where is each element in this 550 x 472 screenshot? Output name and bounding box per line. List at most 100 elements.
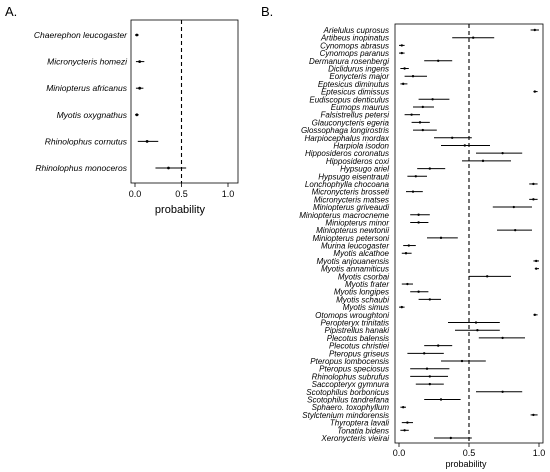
panel-b-species-label: Micronycteris matses (314, 195, 389, 204)
panel-b-species-label: Pipistrellus hanaki (325, 326, 390, 335)
panel-b-species-label: Hipposideros coxi (326, 157, 389, 166)
panel-b-species-label: Stylctenium mindorensis (302, 411, 389, 420)
panel-b-estimate-point (406, 282, 409, 286)
panel-b-species-label: Scotophilus borbonicus (306, 388, 389, 397)
panel-b-estimate-point (403, 429, 406, 432)
panel-b-species-label: Myotis longipes (334, 288, 389, 297)
panel-b-estimate-point (403, 67, 406, 70)
panel-b-estimate-point (410, 113, 413, 116)
panel-b-estimate-point (535, 267, 538, 270)
panel-b-estimate-point (481, 159, 485, 163)
panel-b-estimate-point (417, 221, 420, 224)
panel-b-estimate-point (425, 367, 429, 370)
panel-b-estimate-point (428, 298, 431, 301)
panel-b-species-label: Otomops wroughtoni (315, 311, 389, 320)
panel-b-species-label: Miniopterus newtonii (316, 226, 389, 235)
panel-b-species-label: Eptesicus dimissus (321, 88, 389, 97)
panel-b-species-label: Eudiscopus denticulus (309, 95, 389, 104)
panel-b-species-label: Tonatia bidens (337, 426, 389, 435)
panel-b-estimate-point (411, 74, 415, 78)
panel-b-species-label: Arielulus cuprosus (323, 26, 389, 35)
panel-b-species-label: Hipposideros coronatus (305, 149, 389, 158)
panel-b-species-label: Cynomops paranus (320, 49, 389, 58)
panel-b-estimate-point (501, 390, 504, 394)
panel-b-species-label: Glossophaga longirostris (301, 126, 389, 135)
panel-b-species-label: Myotis annamiticus (321, 265, 389, 274)
panel-b-species-label: Pteropus lombocensis (310, 357, 389, 366)
panel-b-estimate-point (463, 144, 466, 147)
panel-b-estimate-point (421, 105, 424, 109)
panel-b-estimate-point (533, 28, 536, 32)
panel-b-estimate-point (400, 51, 403, 55)
panel-b-species-label: Dermanura rosenbergi (309, 57, 389, 66)
panel-a-species-label: Micronycteris homezi (47, 57, 128, 67)
panel-b-estimate-point (501, 151, 504, 155)
panel-b-estimate-point (428, 167, 431, 170)
panel-b-estimate-point (535, 259, 538, 263)
panel-b-estimate-point (407, 244, 410, 247)
panel-a-estimate-point (138, 60, 142, 63)
panel-b-estimate-point (421, 128, 424, 132)
panel-b-estimate-point (501, 336, 504, 340)
panel-b-x-tick-label: 0.5 (463, 448, 476, 458)
panel-b-estimate-point (402, 406, 405, 409)
panel-b-estimate-point (439, 236, 443, 240)
panel-b-estimate-point (512, 205, 515, 209)
panel-b-species-label: Myotis csorbai (338, 272, 389, 281)
panel-a-species-label: Chaerephon leucogaster (34, 30, 128, 40)
panel-a-estimate-point (135, 33, 139, 37)
panel-b-estimate-point (428, 382, 431, 386)
panel-a-x-tick-label: 0.5 (175, 189, 188, 199)
panel-b-plot-frame (394, 23, 544, 444)
panel-b-species-label: Eonycteris major (329, 72, 389, 81)
panel-b-estimate-point (411, 190, 415, 193)
panel-b-label: B. (261, 4, 273, 19)
panel-b-estimate-point (418, 121, 422, 124)
panel-b-estimate-point (437, 59, 440, 62)
panel-b-species-label: Artibeus inopinatus (320, 34, 389, 43)
panel-b-species-label: Thyroptera lavali (330, 419, 389, 428)
panel-b-species-label: Pteropus speciosus (319, 365, 389, 374)
panel-a-estimate-point (167, 166, 170, 170)
panel-b-estimate-point (533, 90, 536, 93)
panel-b-species-label: Myotis simus (343, 303, 389, 312)
panel-b-estimate-point (460, 359, 464, 363)
panel-b-species-label: Myotis frater (345, 280, 389, 289)
panel-b-estimate-point (431, 98, 434, 101)
panel-b-species-label: Myotis alcathoe (333, 249, 389, 258)
panel-a-x-axis-label: probability (155, 204, 206, 216)
panel-b-estimate-point (400, 305, 403, 309)
panel-b-estimate-point (514, 228, 517, 232)
panel-b-species-label: Diclidurus ingens (328, 64, 389, 73)
panel-b-estimate-point (437, 344, 440, 347)
panel-b-species-label: Eptesicus diminutus (318, 80, 389, 89)
panel-b-species-label: Micronycteris brosseti (312, 188, 390, 197)
panel-b-species-label: Rhinolophus subrufus (312, 372, 389, 381)
panel-a: A. Chaerephon leucogaster Micronycteris h… (5, 4, 239, 216)
panel-b-species-label: Eumops maurus (331, 103, 389, 112)
panel-b-estimate-point (474, 321, 478, 324)
panel-b-estimate-point (451, 136, 454, 139)
panel-b-species-label: Lonchophylla chocoana (305, 180, 390, 189)
panel-b-species-label: Scotophilus tandrefana (307, 396, 389, 405)
panel-b-species-label: Murina leucogaster (321, 242, 389, 251)
panel-b-species-label: Myotis schaubi (336, 295, 389, 304)
panel-b-estimate-point (428, 375, 431, 378)
panel-a-x-tick-label: 1.0 (222, 189, 235, 199)
panel-a-plot-frame (130, 19, 239, 184)
panel-b-species-label: Miniopterus griveaudi (313, 203, 389, 212)
panel-a-x-tick-label: 0.0 (129, 189, 142, 199)
panel-b-species-label: Xeronycteris vieirai (320, 434, 389, 443)
panel-a-species-label: Myotis oxygnathus (57, 110, 128, 120)
panel-b-species-label: Saccopteryx gymnura (312, 380, 390, 389)
panel-b-estimate-point (439, 398, 443, 401)
panel-b-x-tick-label: 0.0 (393, 448, 406, 458)
panel-b-species-label: Miniopterus petersoni (313, 234, 390, 243)
panel-b-x-axis-label: probability (445, 459, 487, 469)
panel-a-species-label: Rhinolophus cornutus (45, 136, 128, 146)
panel-b-estimate-point (406, 421, 409, 424)
panel-b-estimate-point (449, 436, 452, 440)
panel-b-estimate-point (532, 182, 535, 186)
